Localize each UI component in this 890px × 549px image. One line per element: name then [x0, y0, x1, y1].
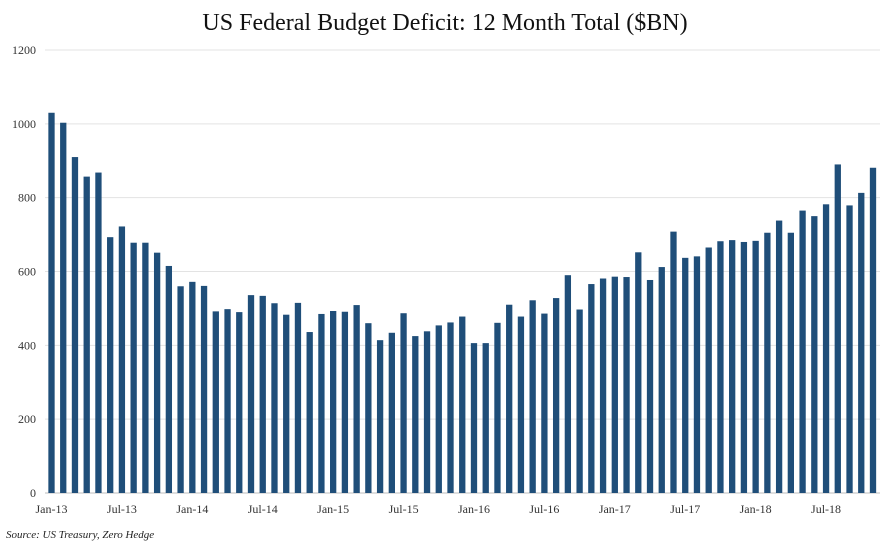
x-tick-label: Jul-16 — [529, 502, 559, 516]
bar — [646, 279, 654, 493]
bar — [388, 332, 395, 493]
x-tick-label: Jul-18 — [811, 502, 841, 516]
bar — [846, 205, 853, 494]
bar — [271, 303, 278, 493]
y-tick-label: 800 — [18, 191, 36, 205]
bar — [130, 242, 137, 493]
bar — [330, 311, 337, 493]
bar — [764, 232, 771, 494]
bar — [48, 112, 55, 493]
bar — [470, 343, 478, 493]
bar — [412, 336, 419, 493]
bar — [142, 242, 149, 493]
x-tick-label: Jan-14 — [176, 502, 208, 516]
bar — [60, 122, 67, 493]
bar — [435, 325, 442, 493]
bar — [799, 210, 806, 493]
bar — [306, 332, 313, 493]
x-tick-label: Jul-17 — [670, 502, 700, 516]
bar — [283, 314, 290, 493]
bar — [459, 316, 466, 493]
bar — [682, 257, 689, 493]
bar — [541, 313, 548, 493]
bar — [95, 172, 102, 493]
bars — [48, 112, 877, 494]
bar — [376, 340, 384, 493]
bar — [83, 176, 90, 493]
bar — [365, 323, 372, 493]
bar — [200, 285, 208, 493]
x-tick-label: Jan-13 — [36, 502, 68, 516]
bar — [822, 204, 830, 493]
bar — [353, 305, 360, 493]
bar — [517, 316, 525, 493]
bar — [118, 226, 126, 493]
y-tick-label: 1200 — [12, 43, 36, 57]
x-axis-ticks: Jan-13 Jul-13 Jan-14 Jul-14 Jan-15 Jul-15 Jan-… — [36, 502, 842, 516]
x-tick-label: Jan-16 — [458, 502, 490, 516]
bar — [858, 192, 865, 493]
x-tick-label: Jul-15 — [389, 502, 419, 516]
chart-title: US Federal Budget Deficit: 12 Month Tota… — [202, 10, 687, 36]
y-tick-label: 400 — [18, 338, 36, 352]
bar — [599, 278, 607, 493]
bar — [259, 295, 266, 493]
y-tick-label: 200 — [18, 412, 36, 426]
x-tick-label: Jul-14 — [248, 502, 278, 516]
y-tick-label: 1000 — [12, 117, 36, 131]
bar — [811, 216, 818, 494]
y-tick-label: 0 — [30, 486, 36, 500]
bar — [740, 241, 748, 493]
bar — [236, 312, 243, 493]
bar — [506, 304, 513, 493]
bar — [787, 232, 794, 494]
bar — [153, 252, 161, 493]
bar — [212, 311, 219, 493]
bar — [658, 267, 665, 493]
bar — [224, 309, 231, 493]
bar — [341, 311, 349, 493]
bar — [529, 300, 536, 493]
x-tick-label: Jul-13 — [107, 502, 137, 516]
bar — [482, 343, 489, 493]
y-axis-ticks: 0 200 400 600 800 1000 1200 — [12, 43, 36, 500]
bar — [552, 298, 560, 493]
bar — [611, 276, 618, 493]
bar — [400, 313, 407, 493]
bar — [576, 309, 583, 493]
bar — [247, 295, 255, 493]
bar — [447, 322, 454, 493]
bar — [294, 302, 302, 493]
bar — [623, 277, 630, 493]
x-tick-label: Jan-18 — [740, 502, 772, 516]
bar — [693, 256, 701, 493]
bar — [318, 313, 325, 493]
bar — [494, 322, 501, 493]
bar — [107, 237, 114, 493]
bar — [177, 286, 184, 493]
bar — [71, 157, 79, 493]
bar — [869, 167, 877, 493]
bar — [752, 240, 759, 493]
bar — [834, 164, 841, 493]
bar — [588, 284, 595, 493]
bar — [564, 275, 572, 493]
bar — [670, 231, 677, 493]
bar — [165, 265, 173, 493]
x-tick-label: Jan-17 — [599, 502, 631, 516]
bar — [717, 241, 724, 493]
bar — [729, 240, 736, 493]
bar — [775, 220, 783, 493]
y-tick-label: 600 — [18, 265, 36, 279]
x-tick-label: Jan-15 — [317, 502, 349, 516]
bar — [705, 247, 712, 493]
bar — [423, 331, 431, 493]
bar — [189, 281, 196, 493]
bar — [635, 252, 642, 493]
source-note: Source: US Treasury, Zero Hedge — [6, 529, 155, 541]
